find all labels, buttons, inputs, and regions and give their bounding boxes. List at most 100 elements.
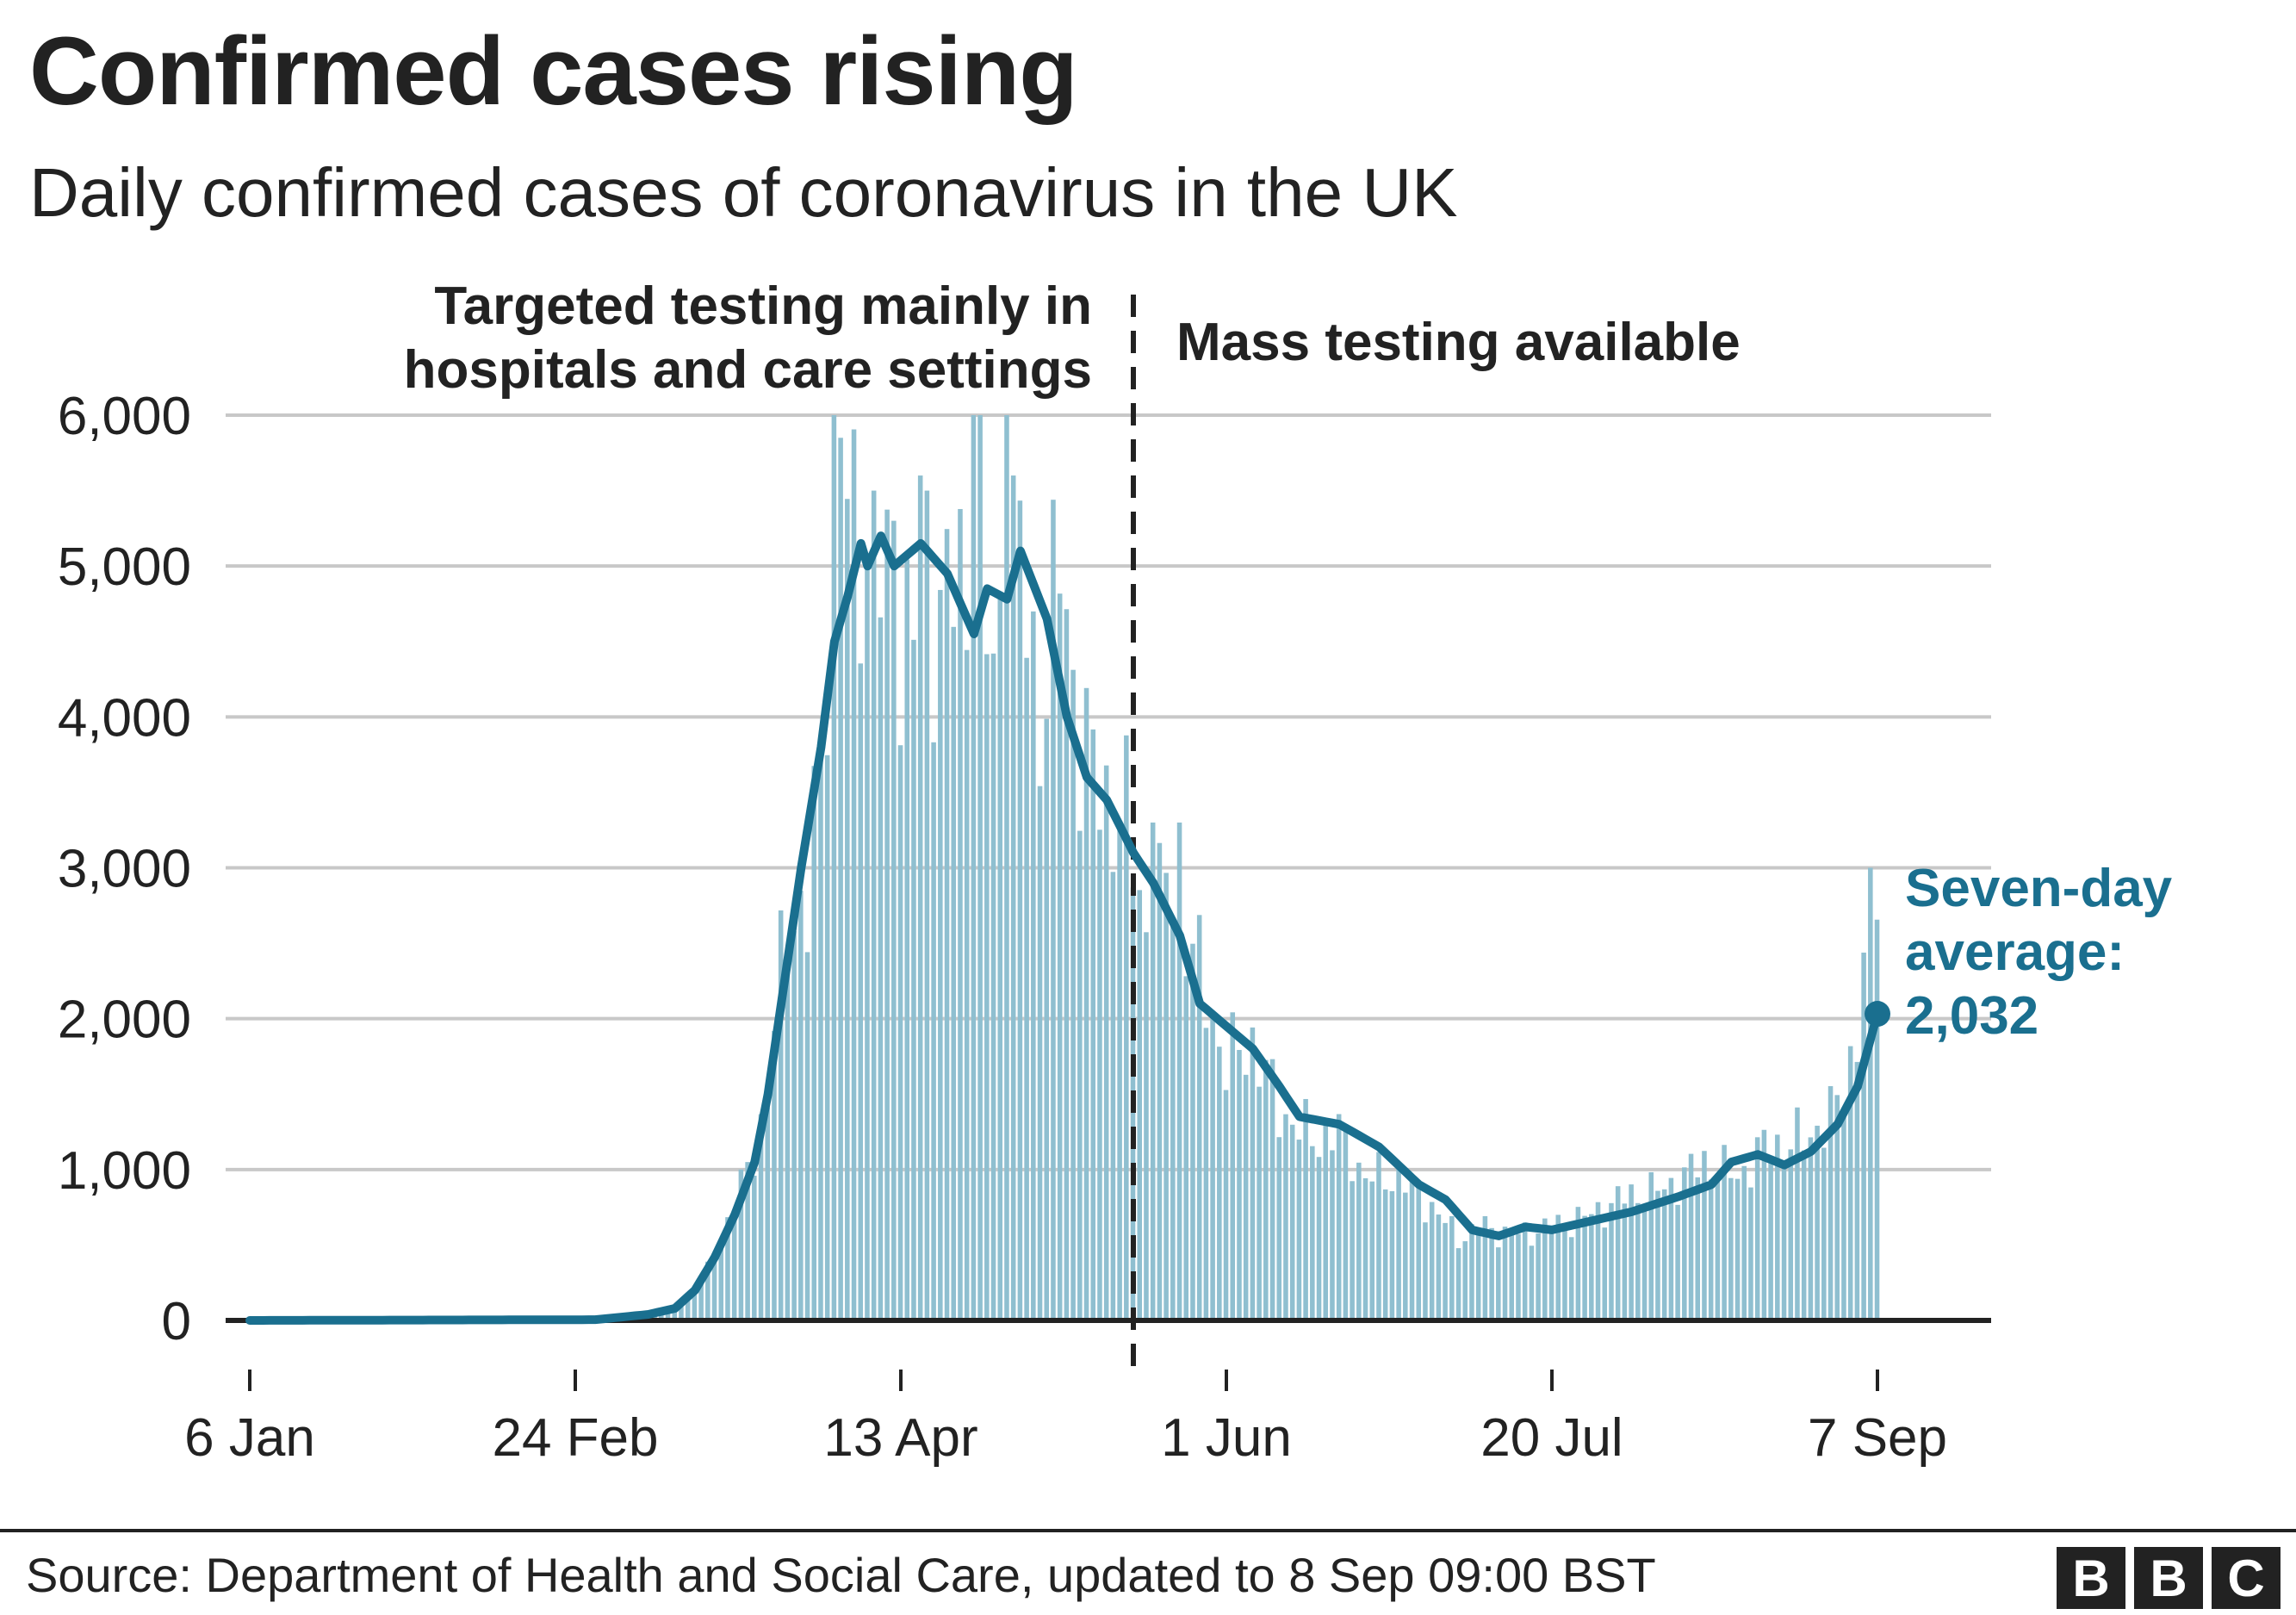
daily-bar [1489,1227,1494,1320]
daily-bar [1257,1086,1262,1320]
daily-bar [1648,1171,1654,1320]
daily-bar [1051,500,1056,1320]
x-tick-label: 7 Sep [1808,1408,1947,1468]
daily-bar [845,499,850,1320]
daily-bar [1097,829,1102,1320]
daily-bar [758,1114,764,1320]
daily-bar [1376,1152,1381,1320]
daily-bar [1629,1184,1634,1320]
daily-bar [1808,1137,1814,1320]
y-tick-label: 5,000 [58,537,191,597]
daily-bar [904,559,910,1320]
daily-bar [1157,842,1163,1320]
region-label-mass: Mass testing available [1176,313,1741,372]
daily-bar [944,529,950,1320]
daily-bar [1289,1124,1295,1320]
daily-bar [938,589,943,1320]
daily-bar [1449,1215,1455,1320]
x-tick-label: 6 Jan [184,1408,315,1468]
daily-bar [1827,1086,1834,1320]
daily-bar [1555,1214,1561,1320]
daily-bar [1635,1202,1641,1320]
daily-bar [1821,1147,1827,1320]
daily-bar [1868,867,1873,1320]
daily-bar [1124,735,1129,1320]
daily-bar [1668,1177,1674,1320]
daily-bar [1874,919,1880,1320]
daily-bar [711,1260,717,1320]
daily-bar [1502,1227,1508,1320]
daily-bar [804,952,810,1320]
daily-bar [1356,1162,1362,1320]
daily-bar [911,639,916,1320]
daily-bar [665,1310,671,1320]
daily-bar [1768,1161,1773,1320]
daily-bar [984,654,990,1320]
daily-bar [891,520,897,1320]
daily-bar [1210,1018,1215,1320]
daily-bar [1077,830,1083,1320]
latest-average-marker [1865,1001,1890,1028]
daily-bar [1775,1134,1780,1320]
daily-bar [1609,1202,1614,1320]
daily-bar [1754,1137,1760,1320]
daily-bar [1728,1177,1734,1320]
daily-bar [1568,1237,1574,1320]
daily-bar [1283,1114,1288,1320]
daily-bar [1409,1174,1415,1320]
daily-bar [1815,1125,1820,1320]
daily-bar [1496,1247,1501,1320]
daily-bar [1436,1214,1442,1320]
daily-bar [1788,1149,1794,1320]
daily-bar [1310,1146,1315,1320]
seven-day-average-annotation: 2,032 [1905,986,2038,1046]
daily-bar [1542,1218,1548,1320]
chart-labels: 0 1,000 2,000 3,000 4,000 5,000 6,000 6 Jan 24 F… [58,276,2173,1468]
daily-bar [1203,1028,1209,1320]
daily-bar [1548,1231,1554,1320]
daily-bar [871,490,877,1320]
daily-bar [824,755,830,1320]
daily-bar [1702,1151,1707,1320]
y-tick-label: 1,000 [58,1141,191,1201]
daily-bar [951,626,957,1320]
daily-bar [964,649,970,1320]
daily-bar [1841,1109,1846,1320]
daily-bar [1057,593,1063,1320]
daily-bar [997,591,1003,1320]
daily-bar [1389,1190,1395,1320]
daily-bar [679,1307,684,1320]
daily-bar [1269,1059,1275,1320]
daily-bar [1396,1166,1401,1320]
daily-bar [1562,1226,1567,1320]
bbc-logo-letter: B [2057,1547,2125,1609]
daily-bar [1263,1059,1269,1320]
daily-bar [738,1169,744,1320]
daily-bar [1469,1224,1474,1320]
daily-bar [1455,1248,1461,1320]
daily-bar [990,653,996,1320]
footer-divider [0,1529,2296,1532]
daily-bar [1083,687,1089,1320]
daily-bar [685,1300,691,1320]
daily-bar [1509,1234,1515,1320]
daily-bar [1429,1202,1435,1320]
daily-cases-bars [253,415,1880,1321]
y-tick-label: 2,000 [58,991,191,1050]
daily-bar [971,415,977,1320]
daily-bar [1615,1186,1621,1320]
region-label-targeted: hospitals and care settings [404,340,1092,400]
daily-bar [1024,657,1029,1320]
daily-bar [659,1313,664,1320]
daily-bar [1795,1107,1800,1320]
daily-bar [1641,1209,1648,1320]
chart-subtitle: Daily confirmed cases of coronavirus in … [29,154,1458,231]
daily-bar [1582,1215,1587,1320]
daily-bar [1070,669,1076,1320]
daily-bar [1350,1181,1355,1320]
daily-bar [778,910,784,1320]
daily-bar [1369,1181,1375,1320]
daily-bar [1861,952,1866,1320]
daily-bar [1462,1241,1468,1320]
bbc-logo-letter: B [2134,1547,2203,1609]
